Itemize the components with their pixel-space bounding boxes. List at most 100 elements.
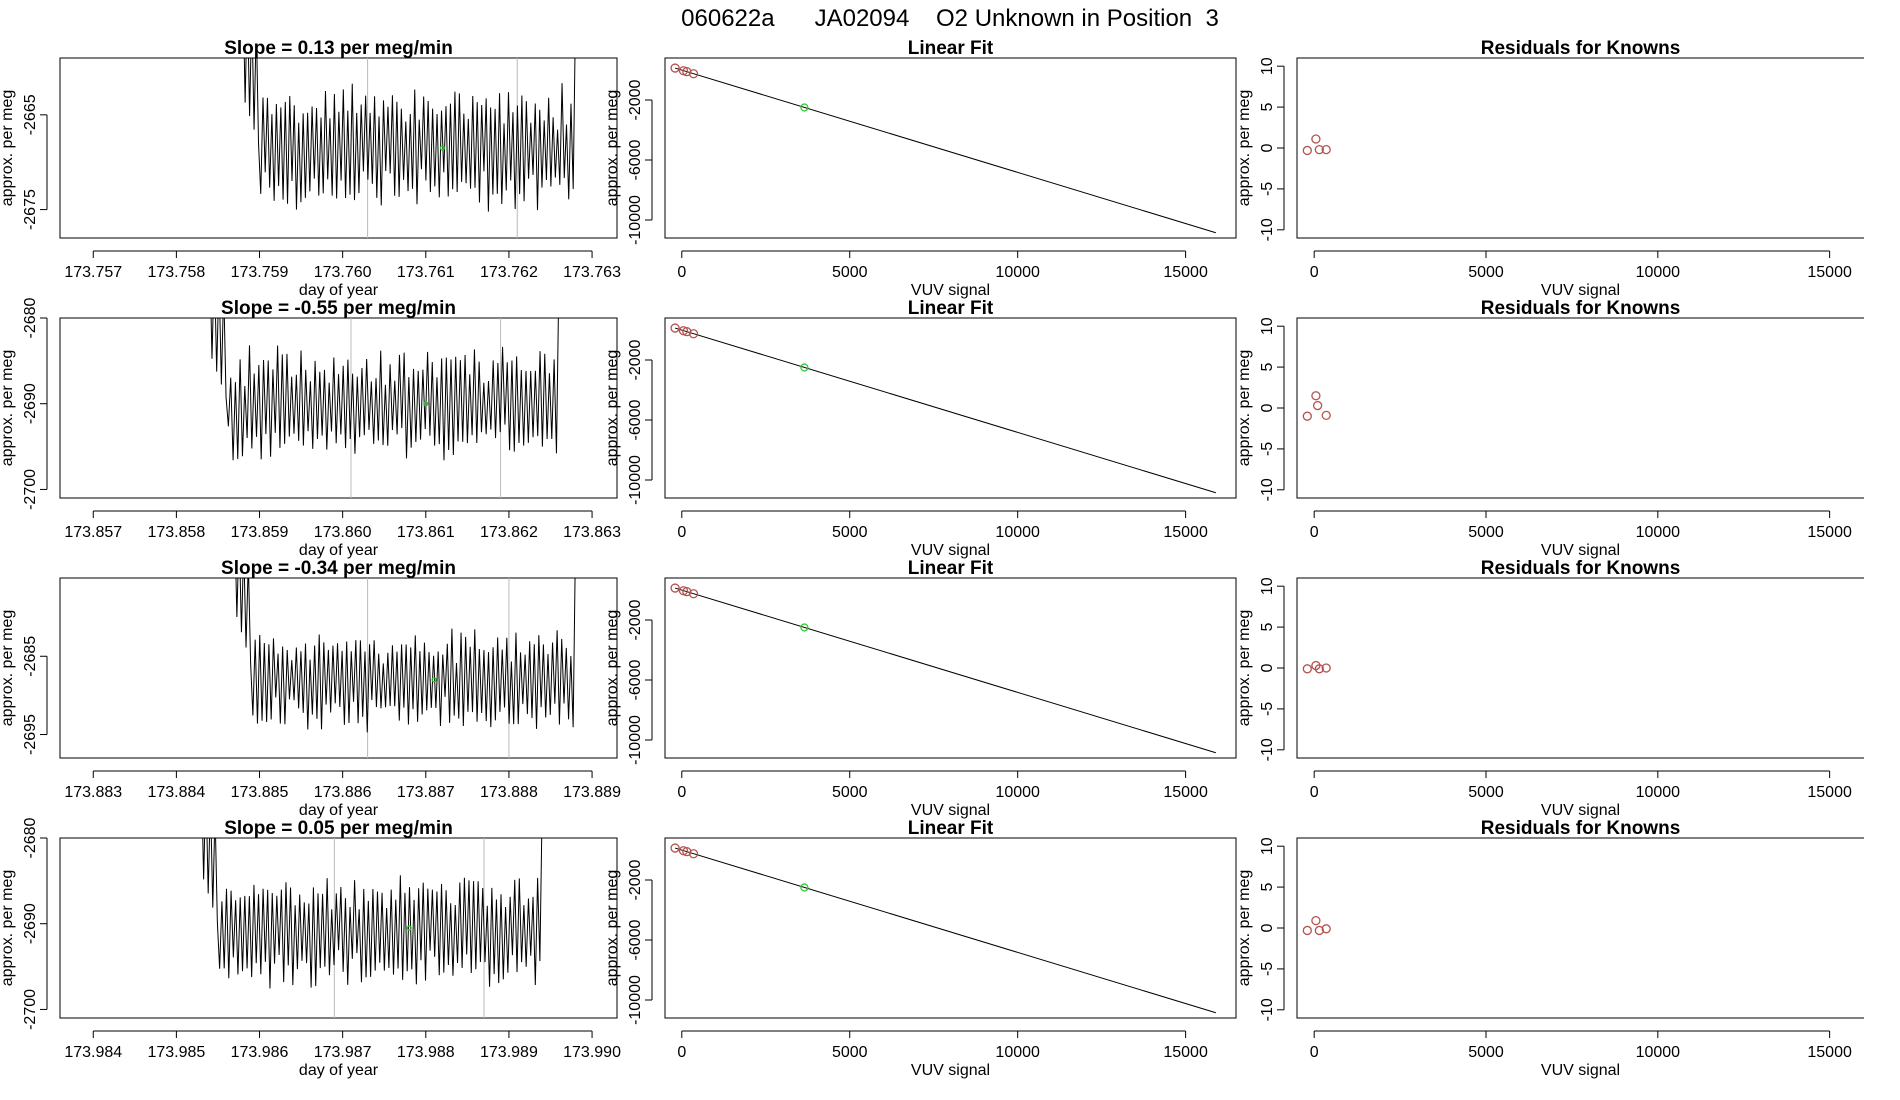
- known-point: [682, 67, 692, 77]
- x-axis-label: day of year: [299, 1062, 379, 1079]
- y-tick-label: -10: [1259, 998, 1276, 1021]
- x-tick-label: 5000: [1468, 524, 1504, 541]
- x-axis-label: VUV signal: [1541, 1062, 1620, 1079]
- x-tick-label: 173.757: [64, 264, 122, 281]
- y-tick-label: -2680: [22, 297, 39, 338]
- panel-title: Linear Fit: [908, 38, 994, 59]
- x-axis-label: VUV signal: [911, 1062, 990, 1079]
- y-tick-label: 10: [1259, 837, 1276, 855]
- x-tick-label: 5000: [1468, 264, 1504, 281]
- x-axis-label: day of year: [299, 802, 379, 819]
- panel-3-2: Linear Fit 0 5000 10000 15000 VUV signal -2000…: [604, 558, 1237, 819]
- known-point: [682, 847, 692, 857]
- x-tick-label: 173.761: [397, 264, 455, 281]
- plot-frame: [59, 577, 618, 759]
- x-axis-label: day of year: [299, 542, 379, 559]
- y-axis-label: approx. per meg: [604, 610, 621, 727]
- x-tick-label: 173.763: [563, 264, 621, 281]
- known-point: [1302, 411, 1312, 421]
- x-tick-label: 173.860: [314, 524, 372, 541]
- x-tick-label: 173.861: [397, 524, 455, 541]
- plot-marks: [670, 63, 1216, 234]
- panel-title: Residuals for Knowns: [1481, 558, 1681, 579]
- fit-line: [674, 67, 1216, 234]
- known-point: [1314, 144, 1324, 155]
- y-tick-label: -2690: [22, 383, 39, 424]
- x-tick-label: 173.759: [231, 264, 289, 281]
- x-tick-label: 173.886: [314, 784, 372, 801]
- panel-3-3: Residuals for Knowns 0 5000 10000 15000 VUV s…: [1236, 558, 1864, 819]
- y-tick-label: -5: [1259, 702, 1276, 716]
- y-axis-label: approx. per meg: [604, 870, 621, 987]
- plot-marks: [1302, 660, 1331, 674]
- plot-frame: [664, 837, 1237, 1019]
- y-tick-label: 0: [1259, 663, 1276, 672]
- y-tick-label: -2000: [627, 599, 644, 640]
- data-series-line: [243, 58, 576, 212]
- x-tick-label: 0: [677, 264, 686, 281]
- y-axis-label: approx. per meg: [0, 350, 16, 467]
- x-axis-label: day of year: [299, 282, 379, 299]
- y-tick-label: -10: [1259, 738, 1276, 761]
- x-tick-label: 10000: [995, 1044, 1040, 1061]
- known-point: [682, 587, 692, 597]
- x-tick-label: 5000: [832, 784, 868, 801]
- unknown-point: [800, 623, 809, 632]
- x-tick-label: 173.990: [563, 1044, 621, 1061]
- panel-title: Slope = 0.05 per meg/min: [224, 818, 453, 839]
- plot-frame: [1296, 837, 1864, 1019]
- x-tick-label: 173.984: [64, 1044, 122, 1061]
- y-axis-label: approx. per meg: [1236, 610, 1253, 727]
- y-tick-label: -2000: [627, 79, 644, 120]
- y-tick-label: -10: [1259, 218, 1276, 241]
- x-tick-label: 10000: [1636, 1044, 1681, 1061]
- panel-title: Residuals for Knowns: [1481, 38, 1681, 59]
- unknown-point: [800, 363, 809, 372]
- x-tick-label: 5000: [1468, 1044, 1504, 1061]
- x-tick-label: 0: [1310, 1044, 1319, 1061]
- panel-4-1: Slope = 0.05 per meg/min 173.984 173.985 17…: [0, 817, 621, 1079]
- plot-marks: [1302, 391, 1331, 421]
- x-tick-label: 173.887: [397, 784, 455, 801]
- fit-line: [674, 587, 1216, 754]
- y-tick-label: -2700: [22, 469, 39, 510]
- known-point: [1314, 664, 1324, 674]
- y-tick-label: -6000: [627, 399, 644, 440]
- known-point: [1321, 663, 1331, 673]
- known-point: [1302, 925, 1312, 936]
- x-tick-label: 173.884: [147, 784, 205, 801]
- y-axis-label: approx. per meg: [1236, 350, 1253, 467]
- y-tick-label: -2695: [22, 714, 39, 755]
- x-axis-label: VUV signal: [911, 282, 990, 299]
- plot-marks: [670, 843, 1216, 1014]
- page-title: 060622a JA02094 O2 Unknown in Position 3: [681, 5, 1219, 32]
- panel-1-1: Slope = 0.13 per meg/min 173.757 173.758 17…: [0, 38, 621, 299]
- x-tick-label: 0: [677, 1044, 686, 1061]
- x-tick-label: 15000: [1807, 784, 1852, 801]
- y-axis-label: approx. per meg: [0, 610, 16, 727]
- x-tick-label: 15000: [1807, 1044, 1852, 1061]
- panel-1-3: Residuals for Knowns 0 5000 10000 15000 VUV s…: [1236, 38, 1864, 299]
- known-point: [1302, 145, 1312, 156]
- x-axis-label: VUV signal: [1541, 542, 1620, 559]
- known-point: [1314, 925, 1324, 936]
- x-tick-label: 173.987: [314, 1044, 372, 1061]
- y-tick-label: -2665: [22, 94, 39, 135]
- x-tick-label: 173.883: [64, 784, 122, 801]
- known-point: [682, 326, 692, 337]
- y-axis-label: approx. per meg: [0, 90, 16, 207]
- plot-frame: [664, 577, 1237, 759]
- plot-marks: [1302, 134, 1331, 156]
- panel-2-1: Slope = -0.55 per meg/min 173.857 173.858 1…: [0, 297, 621, 559]
- x-tick-label: 0: [1310, 784, 1319, 801]
- y-tick-label: 0: [1259, 403, 1276, 412]
- y-tick-label: 5: [1259, 103, 1276, 112]
- x-tick-label: 173.985: [147, 1044, 205, 1061]
- x-tick-label: 10000: [995, 524, 1040, 541]
- x-tick-label: 15000: [1807, 264, 1852, 281]
- y-tick-label: -10: [1259, 478, 1276, 501]
- fit-line: [674, 327, 1216, 494]
- panel-2-3: Residuals for Knowns 0 5000 10000 15000 VUV s…: [1236, 298, 1864, 559]
- x-tick-label: 173.988: [397, 1044, 455, 1061]
- x-axis-label: VUV signal: [911, 802, 990, 819]
